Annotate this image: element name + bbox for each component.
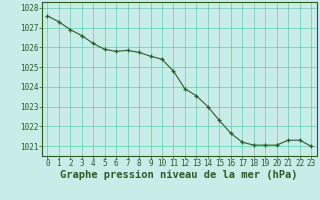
X-axis label: Graphe pression niveau de la mer (hPa): Graphe pression niveau de la mer (hPa) <box>60 170 298 180</box>
